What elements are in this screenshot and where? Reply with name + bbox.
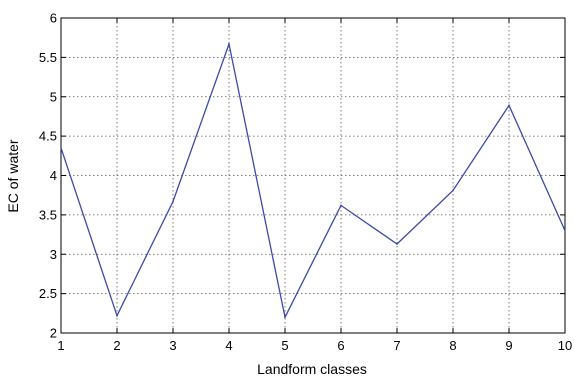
series-layer [60, 41, 566, 320]
y-tick-label: 3 [50, 247, 57, 262]
x-tick-label: 10 [558, 338, 572, 353]
data-point [452, 189, 454, 192]
series-line [60, 41, 566, 320]
data-point [508, 104, 510, 107]
y-tick-label: 6 [50, 11, 57, 26]
data-point [116, 314, 118, 317]
y-tick-label: 5.5 [39, 50, 57, 65]
data-point [284, 316, 286, 319]
x-tick-label: 3 [169, 338, 176, 353]
x-tick-label: 9 [505, 338, 512, 353]
x-tick-label: 1 [57, 338, 64, 353]
x-axis-title: Landform classes [257, 361, 367, 376]
y-tick-label: 5 [50, 89, 57, 104]
data-point [60, 147, 62, 149]
x-tick-label: 5 [281, 338, 288, 353]
y-axis-title: EC of water [5, 139, 21, 212]
data-point [564, 229, 566, 232]
x-tick-label: 2 [113, 338, 120, 353]
data-point [340, 204, 342, 207]
data-point [172, 200, 174, 203]
data-point [228, 43, 230, 45]
y-tick-label: 2.5 [39, 286, 57, 301]
data-point [396, 243, 398, 245]
y-tick-label: 3.5 [39, 207, 57, 222]
grid [61, 18, 565, 333]
y-tick-label: 4.5 [39, 129, 57, 144]
x-tick-label: 6 [337, 338, 344, 353]
y-tick-label: 2 [50, 326, 57, 341]
x-tick-label: 8 [449, 338, 456, 353]
x-tick-label: 7 [393, 338, 400, 353]
x-tick-label: 4 [225, 338, 232, 353]
y-tick-label: 4 [50, 168, 57, 183]
